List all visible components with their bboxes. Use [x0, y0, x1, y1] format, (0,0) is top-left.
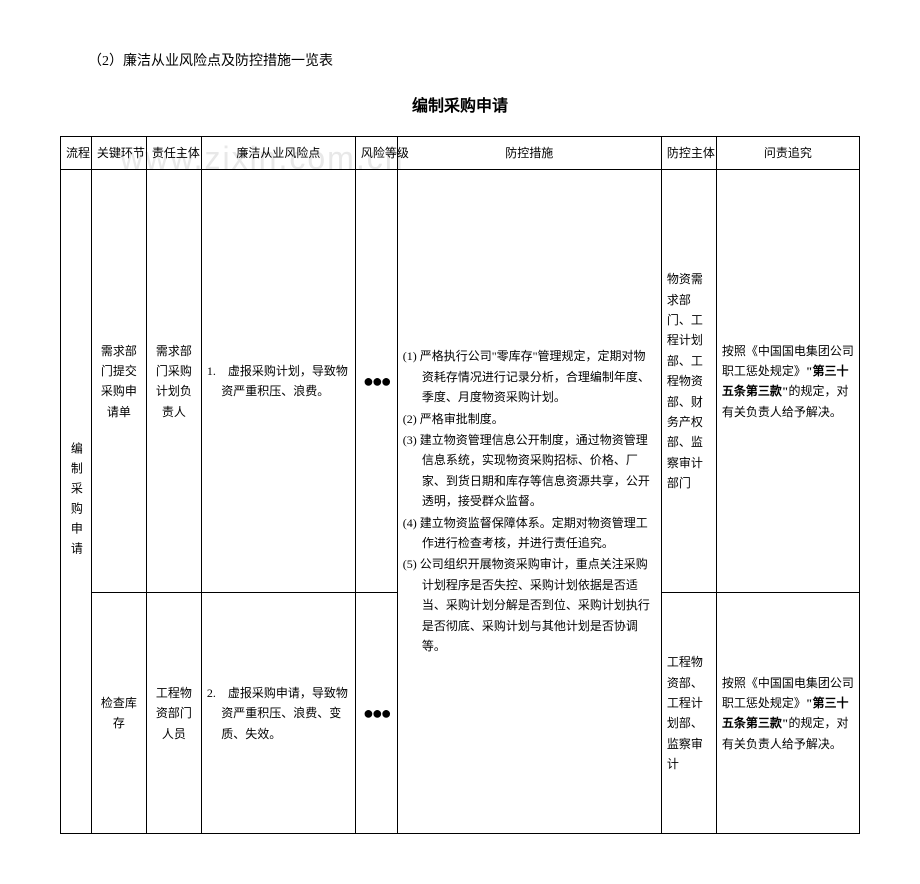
risk-level-cell: ●●●: [355, 593, 397, 834]
risk-point-cell: 1. 虚报采购计划，导致物资严重积压、浪费。: [201, 170, 355, 593]
header-measure: 防控措施: [397, 137, 661, 170]
risk-control-table: 流程 关键环节 责任主体 廉洁从业风险点 风险等级 防控措施 防控主体 问责追究…: [60, 136, 860, 834]
measure-cell: (1) 严格执行公司"零库存"管理规定，定期对物资耗存情况进行记录分析，合理编制…: [397, 170, 661, 834]
process-label: 编制采购申请: [66, 176, 86, 827]
section-header: （2）廉洁从业风险点及防控措施一览表: [88, 50, 860, 70]
key-step-cell: 需求部门提交采购申请单: [91, 170, 146, 593]
measure-item: (1) 严格执行公司"零库存"管理规定，定期对物资耗存情况进行记录分析，合理编制…: [403, 346, 656, 407]
process-cell: 编制采购申请: [61, 170, 92, 834]
document-content: （2）廉洁从业风险点及防控措施一览表 编制采购申请 流程 关键环节 责任主体 廉…: [60, 50, 860, 834]
measure-item: (4) 建立物资监督保障体系。定期对物资管理工作进行检查考核，并进行责任追究。: [403, 513, 656, 554]
measure-item: (5) 公司组织开展物资采购审计，重点关注采购计划程序是否失控、采购计划依据是否…: [403, 554, 656, 656]
header-subject: 责任主体: [146, 137, 201, 170]
table-header-row: 流程 关键环节 责任主体 廉洁从业风险点 风险等级 防控措施 防控主体 问责追究: [61, 137, 860, 170]
accountability-cell: 按照《中国国电集团公司职工惩处规定》"第三十五条第三款"的规定，对有关负责人给予…: [716, 170, 859, 593]
measure-item: (3) 建立物资管理信息公开制度，通过物资管理信息系统，实现物资采购招标、价格、…: [403, 430, 656, 512]
header-control-subject: 防控主体: [661, 137, 716, 170]
control-subject-cell: 工程物资部、工程计划部、监察审计: [661, 593, 716, 834]
accountability-cell: 按照《中国国电集团公司职工惩处规定》"第三十五条第三款"的规定，对有关负责人给予…: [716, 593, 859, 834]
header-risk-level: 风险等级: [355, 137, 397, 170]
header-accountability: 问责追究: [716, 137, 859, 170]
risk-point-cell: 2. 虚报采购申请，导致物资严重积压、浪费、变质、失效。: [201, 593, 355, 834]
header-risk-point: 廉洁从业风险点: [201, 137, 355, 170]
subject-cell: 工程物资部门人员: [146, 593, 201, 834]
measure-item: (2) 严格审批制度。: [403, 409, 656, 429]
subject-cell: 需求部门采购计划负责人: [146, 170, 201, 593]
header-process: 流程: [61, 137, 92, 170]
key-step-cell: 检查库存: [91, 593, 146, 834]
risk-level-cell: ●●●: [355, 170, 397, 593]
control-subject-cell: 物资需求部门、工程计划部、工程物资部、财务产权部、监察审计部门: [661, 170, 716, 593]
table-row: 编制采购申请 需求部门提交采购申请单 需求部门采购计划负责人 1. 虚报采购计划…: [61, 170, 860, 593]
header-key-step: 关键环节: [91, 137, 146, 170]
page-title: 编制采购申请: [60, 92, 860, 116]
